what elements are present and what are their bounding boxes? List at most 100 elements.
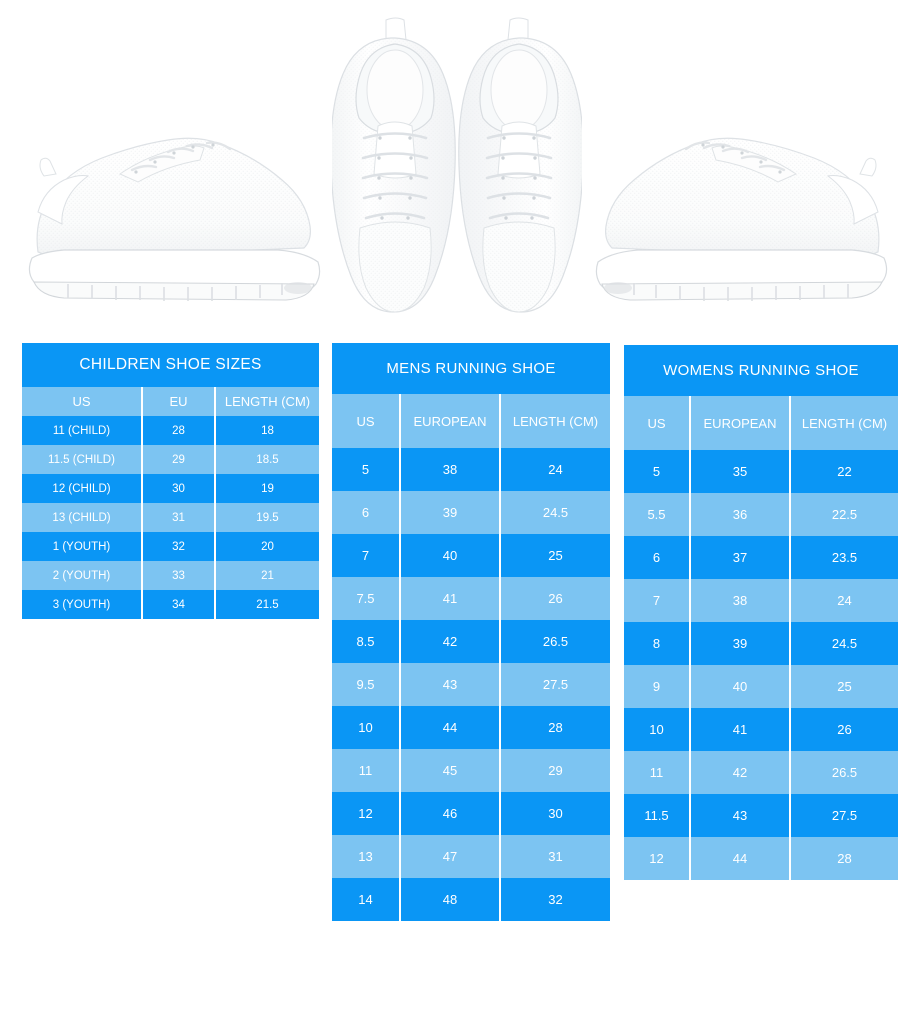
cell-us: 13 [332, 835, 400, 878]
cell-us: 12 [624, 837, 690, 880]
cell-eu: 44 [399, 706, 500, 749]
cell-length: 27.5 [789, 794, 898, 837]
table-row: 11 45 29 [332, 749, 610, 792]
table-row: 11 42 26.5 [624, 751, 898, 794]
mens-table-body: 5 38 24 6 39 24.5 7 40 25 7.5 41 26 8.5 42 26.5 9.… [332, 448, 610, 921]
table-row: 3 (YOUTH) 34 21.5 [22, 590, 319, 619]
cell-eu: 28 [141, 416, 215, 445]
cell-us: 6 [332, 491, 400, 534]
children-size-table: CHILDREN SHOE SIZES US EU LENGTH (CM) 11… [22, 343, 319, 619]
cell-eu: 38 [399, 448, 500, 491]
cell-length: 18 [214, 416, 319, 445]
table-row: 13 47 31 [332, 835, 610, 878]
cell-eu: 37 [689, 536, 790, 579]
table-row: 5 38 24 [332, 448, 610, 491]
cell-length: 20 [214, 532, 319, 561]
cell-length: 26 [499, 577, 610, 620]
cell-length: 30 [499, 792, 610, 835]
cell-us: 7 [332, 534, 400, 577]
cell-length: 22.5 [789, 493, 898, 536]
product-image-band [0, 0, 915, 330]
cell-us: 14 [332, 878, 400, 921]
cell-length: 24 [499, 448, 610, 491]
cell-us: 1 (YOUTH) [22, 532, 142, 561]
table-row: 9 40 25 [624, 665, 898, 708]
cell-eu: 35 [689, 450, 790, 493]
shoe-right-profile-icon [595, 137, 888, 301]
cell-length: 24 [789, 579, 898, 622]
cell-eu: 42 [689, 751, 790, 794]
mens-col-us: US [332, 394, 400, 448]
cell-eu: 45 [399, 749, 500, 792]
table-row: 12 (CHILD) 30 19 [22, 474, 319, 503]
cell-length: 24.5 [789, 622, 898, 665]
cell-eu: 44 [689, 837, 790, 880]
cell-us: 3 (YOUTH) [22, 590, 142, 619]
cell-length: 27.5 [499, 663, 610, 706]
cell-us: 6 [624, 536, 690, 579]
cell-us: 5.5 [624, 493, 690, 536]
table-row: 10 41 26 [624, 708, 898, 751]
cell-us: 9 [624, 665, 690, 708]
womens-table-title: WOMENS RUNNING SHOE [624, 345, 898, 396]
cell-length: 25 [789, 665, 898, 708]
womens-col-us: US [624, 396, 690, 450]
table-row: 6 37 23.5 [624, 536, 898, 579]
womens-size-table: WOMENS RUNNING SHOE US EUROPEAN LENGTH (… [624, 345, 898, 880]
table-row: 6 39 24.5 [332, 491, 610, 534]
cell-us: 11 [332, 749, 400, 792]
cell-us: 13 (CHILD) [22, 503, 142, 532]
cell-length: 19 [214, 474, 319, 503]
cell-length: 21 [214, 561, 319, 590]
cell-us: 8 [624, 622, 690, 665]
cell-eu: 43 [399, 663, 500, 706]
table-row: 13 (CHILD) 31 19.5 [22, 503, 319, 532]
children-header-row: US EU LENGTH (CM) [22, 387, 319, 416]
children-table-title: CHILDREN SHOE SIZES [22, 343, 319, 387]
cell-us: 5 [624, 450, 690, 493]
cell-eu: 48 [399, 878, 500, 921]
cell-us: 11.5 [624, 794, 690, 837]
cell-eu: 38 [689, 579, 790, 622]
cell-eu: 32 [141, 532, 215, 561]
cell-us: 5 [332, 448, 400, 491]
table-row: 5.5 36 22.5 [624, 493, 898, 536]
cell-length: 24.5 [499, 491, 610, 534]
cell-length: 26.5 [499, 620, 610, 663]
cell-length: 28 [499, 706, 610, 749]
cell-eu: 41 [399, 577, 500, 620]
cell-length: 23.5 [789, 536, 898, 579]
cell-eu: 42 [399, 620, 500, 663]
cell-us: 12 [332, 792, 400, 835]
cell-eu: 31 [141, 503, 215, 532]
cell-eu: 47 [399, 835, 500, 878]
cell-eu: 40 [399, 534, 500, 577]
cell-length: 26.5 [789, 751, 898, 794]
womens-size-grid: US EUROPEAN LENGTH (CM) 5 35 22 5.5 36 22.5 … [624, 396, 898, 880]
womens-col-len: LENGTH (CM) [789, 396, 898, 450]
cell-eu: 43 [689, 794, 790, 837]
mens-header-row: US EUROPEAN LENGTH (CM) [332, 394, 610, 448]
cell-us: 9.5 [332, 663, 400, 706]
table-row: 7 40 25 [332, 534, 610, 577]
table-row: 1 (YOUTH) 32 20 [22, 532, 319, 561]
table-row: 11 (CHILD) 28 18 [22, 416, 319, 445]
cell-us: 11 (CHILD) [22, 416, 142, 445]
cell-eu: 30 [141, 474, 215, 503]
table-row: 11.5 43 27.5 [624, 794, 898, 837]
table-row: 7.5 41 26 [332, 577, 610, 620]
cell-eu: 40 [689, 665, 790, 708]
cell-length: 26 [789, 708, 898, 751]
table-row: 2 (YOUTH) 33 21 [22, 561, 319, 590]
cell-eu: 41 [689, 708, 790, 751]
shoe-top-pair-icon [332, 16, 582, 314]
cell-length: 25 [499, 534, 610, 577]
table-row: 8.5 42 26.5 [332, 620, 610, 663]
shoe-left-profile-icon [28, 137, 321, 301]
mens-size-table: MENS RUNNING SHOE US EUROPEAN LENGTH (CM… [332, 343, 610, 921]
cell-eu: 39 [399, 491, 500, 534]
table-row: 14 48 32 [332, 878, 610, 921]
cell-length: 29 [499, 749, 610, 792]
mens-table-title: MENS RUNNING SHOE [332, 343, 610, 394]
